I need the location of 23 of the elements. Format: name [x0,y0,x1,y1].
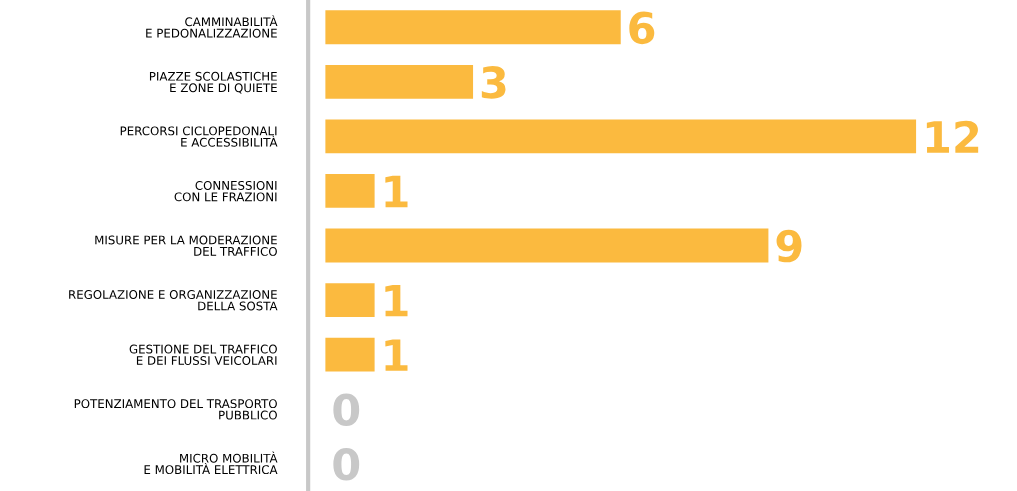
data-label: 1 [385,339,408,371]
bar [325,228,769,263]
y-tick-label: CONNESSIONI CON LE FRAZIONI [174,180,277,202]
y-tick-label: CAMMINABILITÀ E PEDONALIZZAZIONE [146,15,278,38]
data-label: 9 [776,229,802,263]
bar [325,10,621,45]
data-label: 6 [629,11,655,45]
y-tick-label: PIAZZE SCOLASTICHE E ZONE DI QUIETE [149,71,277,94]
bar [325,174,375,208]
bar [325,337,375,372]
data-label: 12 [926,120,979,153]
bar [325,119,917,154]
y-tick-label: GESTIONE DEL TRAFFICO E DEI FLUSSI VEICOLARI [129,344,277,365]
y-tick-label: MICRO MOBILITÀ E MOBILITÀ ELETTRICA [144,451,278,475]
y-tick-label: REGOLAZIONE E ORGANIZZAZIONE DELLA SOSTA [69,290,278,311]
bar [325,283,375,317]
y-tick-label: MISURE PER LA MODERAZIONE DEL TRAFFICO [95,235,277,256]
data-label: 1 [385,284,408,317]
data-label: 3 [481,66,506,99]
y-tick-label: POTENZIAMENTO DEL TRASPORTO PUBBLICO [74,399,277,420]
bar [325,64,474,99]
data-label: 1 [385,175,408,208]
y-tick-label: PERCORSI CICLOPEDONALI E ACCESSIBILITÀ [120,126,278,147]
